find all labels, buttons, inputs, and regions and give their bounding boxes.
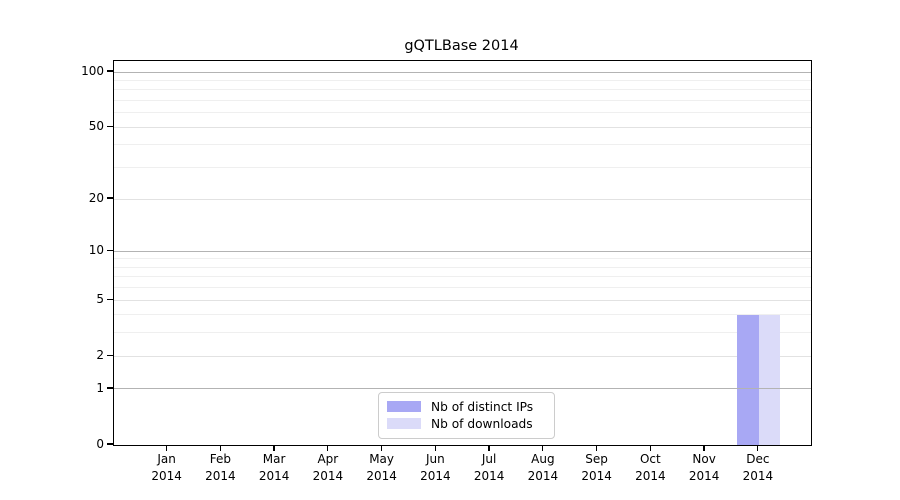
gridline-50 — [114, 126, 811, 128]
x-tick-label-dec: Dec 2014 — [723, 451, 793, 484]
y-tick-mark — [107, 197, 113, 199]
y-tick-label-1: 1 — [96, 380, 104, 395]
x-tick-mark — [703, 445, 705, 451]
gridline-20 — [114, 198, 811, 200]
x-tick-label-month: May — [369, 452, 394, 466]
x-tick-label-year: 2014 — [635, 468, 666, 483]
chart-title: gQTLBase 2014 — [404, 38, 519, 54]
x-tick-label-jan: Jan 2014 — [132, 451, 202, 484]
legend-swatch-distinct-ips — [387, 401, 421, 412]
x-tick-label-month: Oct — [639, 452, 661, 466]
x-tick-label-year: 2014 — [688, 468, 720, 483]
x-tick-mark — [434, 445, 436, 451]
x-tick-label-year: 2014 — [151, 468, 182, 483]
x-tick-label-year: 2014 — [527, 468, 559, 483]
y-tick-mark — [107, 443, 113, 445]
gridline-minor — [114, 112, 811, 114]
x-tick-label-sep: Sep 2014 — [562, 451, 632, 484]
gridline-minor — [114, 287, 811, 289]
gridline-minor — [114, 258, 811, 260]
x-tick-label-month: Jun — [425, 452, 445, 466]
y-tick-mark — [107, 298, 113, 300]
gridline-minor — [114, 332, 811, 334]
x-tick-label-month: Jul — [481, 452, 497, 466]
x-tick-label-month: Dec — [746, 452, 770, 466]
x-tick-label-year: 2014 — [581, 468, 612, 483]
gridline-minor — [114, 100, 811, 102]
y-tick-mark — [107, 125, 113, 127]
y-tick-mark — [107, 354, 113, 356]
y-tick-label-10: 10 — [88, 243, 104, 258]
x-tick-label-apr: Apr 2014 — [293, 451, 363, 484]
x-tick-mark — [649, 445, 651, 451]
gridline-minor — [114, 80, 811, 82]
gridline-minor — [114, 144, 811, 146]
bar-downloads-dec — [758, 314, 781, 445]
y-tick-label-2: 2 — [96, 348, 104, 363]
x-tick-label-year: 2014 — [473, 468, 505, 483]
legend-item-distinct-ips: Nb of distinct IPs — [387, 398, 546, 415]
x-tick-mark — [488, 445, 490, 451]
x-tick-label-may: May 2014 — [347, 451, 417, 484]
x-tick-label-month: Nov — [692, 452, 716, 466]
x-tick-label-aug: Aug 2014 — [508, 451, 578, 484]
legend: Nb of distinct IPs Nb of downloads — [378, 392, 555, 439]
gridline-minor — [114, 314, 811, 316]
x-tick-mark — [757, 445, 759, 451]
gridline-minor — [114, 89, 811, 91]
gridline-minor — [114, 266, 811, 268]
x-tick-label-feb: Feb 2014 — [185, 451, 255, 484]
x-tick-mark — [542, 445, 544, 451]
gridline-5 — [114, 299, 811, 301]
x-tick-label-month: Apr — [317, 452, 339, 466]
x-tick-label-jul: Jul 2014 — [454, 451, 524, 484]
x-tick-label-year: 2014 — [420, 468, 451, 483]
x-tick-label-year: 2014 — [258, 468, 290, 483]
x-tick-label-month: Sep — [585, 452, 608, 466]
legend-label-distinct-ips: Nb of distinct IPs — [431, 399, 534, 414]
y-tick-label-20: 20 — [88, 191, 104, 205]
x-tick-label-year: 2014 — [312, 468, 344, 483]
x-tick-mark — [380, 445, 383, 451]
x-tick-label-year: 2014 — [366, 468, 397, 483]
x-tick-mark — [327, 445, 329, 451]
x-tick-label-month: Mar — [262, 452, 286, 466]
x-tick-label-oct: Oct 2014 — [615, 451, 685, 484]
x-tick-mark — [219, 445, 221, 451]
x-tick-label-year: 2014 — [742, 468, 774, 483]
x-tick-mark — [165, 445, 168, 451]
legend-label-downloads: Nb of downloads — [431, 416, 533, 431]
y-tick-label-0: 0 — [96, 437, 104, 451]
y-tick-label-50: 50 — [88, 119, 104, 134]
y-tick-mark — [107, 70, 113, 72]
gridline-1 — [114, 388, 811, 390]
y-tick-mark — [107, 249, 113, 251]
x-tick-mark — [595, 445, 598, 451]
gridline-minor — [114, 167, 811, 169]
plot-area — [113, 60, 812, 446]
gridline-10 — [114, 250, 811, 252]
y-tick-label-100: 100 — [81, 64, 104, 79]
x-tick-label-month: Feb — [209, 452, 231, 466]
x-tick-label-month: Aug — [531, 452, 555, 466]
bar-distinct-ips-dec — [737, 314, 759, 445]
legend-item-downloads: Nb of downloads — [387, 415, 546, 432]
gridline-100 — [114, 71, 811, 73]
y-tick-mark — [107, 387, 113, 389]
x-tick-label-mar: Mar 2014 — [239, 451, 309, 484]
x-tick-label-nov: Nov 2014 — [669, 451, 739, 484]
x-tick-label-year: 2014 — [205, 468, 236, 483]
y-tick-label-5: 5 — [96, 292, 104, 307]
gridline-minor — [114, 276, 811, 278]
legend-swatch-downloads — [387, 418, 421, 429]
x-tick-label-jun: Jun 2014 — [400, 451, 470, 484]
x-tick-label-month: Jan — [157, 452, 176, 466]
x-tick-mark — [273, 445, 275, 451]
gridline-2 — [114, 355, 811, 357]
